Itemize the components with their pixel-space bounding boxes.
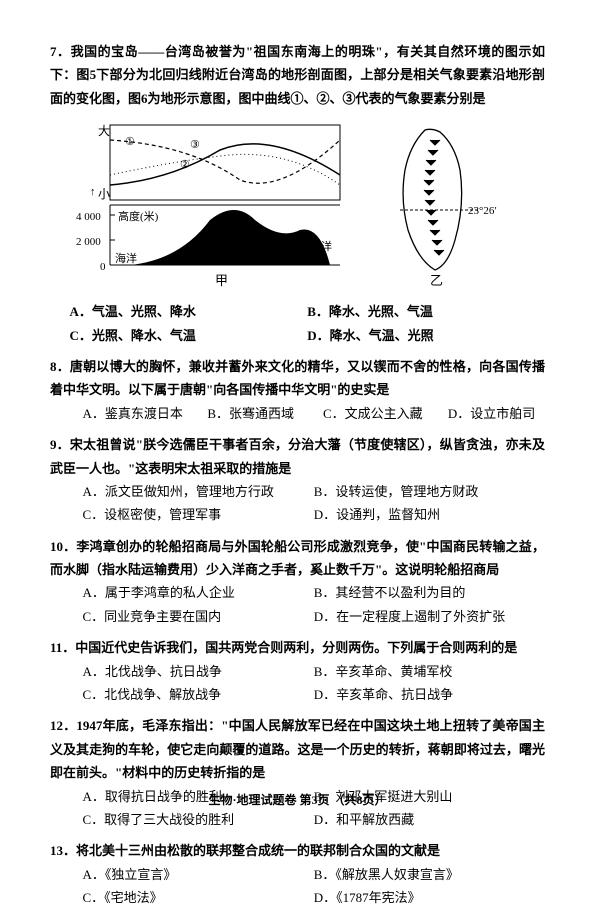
q10-opt-d[interactable]: D．在一定程度上遏制了外资扩张 [314,605,545,628]
q11-text: 中国近代史告诉我们，国共两党合则两利，分则两伤。下列属于合则两利的是 [75,640,517,655]
q7-opt-d[interactable]: D．降水、气温、光照 [307,324,545,347]
q9-opt-c[interactable]: C．设枢密使，管理军事 [83,503,314,526]
svg-text:2 000: 2 000 [76,236,101,248]
svg-text:↑: ↑ [90,186,96,198]
q7-opt-c[interactable]: C．光照、降水、气温 [70,324,308,347]
svg-text:高度(米): 高度(米) [118,209,159,223]
q9-text: 宋太祖曾说"朕今选儒臣干事者百余，分治大藩（节度使辖区），纵皆贪浊，亦未及武臣一… [50,437,545,475]
svg-text:甲: 甲 [215,273,228,288]
figure-row: ① ② ③ 大 ↑ 小 4 000 2 000 0 高度(米) 海洋 海洋 甲 [70,120,545,290]
svg-text:23°26′: 23°26′ [468,205,497,217]
q8-text: 唐朝以博大的胸怀，兼收并蓄外来文化的精华，又以锲而不舍的性格，向各国传播着中华文… [50,359,545,397]
q13-num: 13． [50,843,76,858]
q7-opt-a[interactable]: A．气温、光照、降水 [70,300,308,323]
q9-opt-d[interactable]: D．设通判，监督知州 [314,503,545,526]
svg-text:乙: 乙 [430,273,443,288]
svg-text:小: 小 [98,187,110,201]
q13-opt-b[interactable]: B．《解放黑人奴隶宣言》 [314,863,545,886]
q13-opt-d[interactable]: D．《1787年宪法》 [314,886,545,909]
q10-opt-c[interactable]: C．同业竞争主要在国内 [83,605,314,628]
q7-num: 7． [50,44,71,59]
q10-text: 李鸿章创办的轮船招商局与外国轮船公司形成激烈竞争，使"中国商民转输之益，而水脚（… [50,539,545,577]
svg-text:4 000: 4 000 [76,211,101,223]
q8-num: 8． [50,359,70,374]
q11-num: 11． [50,640,75,655]
q13-opt-c[interactable]: C．《宅地法》 [83,886,314,909]
page-footer: 生物·地理试题卷 第3页 （共8页） [0,790,595,812]
q11-opt-d[interactable]: D．辛亥革命、抗日战争 [314,683,545,706]
q8-opt-d[interactable]: D．设立市舶司 [448,402,545,425]
svg-text:海洋: 海洋 [310,239,332,253]
q12-text: 1947年底，毛泽东指出："中国人民解放军已经在中国这块土地上扭转了美帝国主义及… [50,718,545,780]
svg-text:②: ② [180,159,190,171]
q13-opt-a[interactable]: A．《独立宣言》 [83,863,314,886]
q11-opt-a[interactable]: A．北伐战争、抗日战争 [83,660,314,683]
q7-opt-b[interactable]: B．降水、光照、气温 [307,300,545,323]
q9-opt-a[interactable]: A．派文臣做知州，管理地方行政 [83,480,314,503]
q8-opt-a[interactable]: A．鉴真东渡日本 [83,402,208,425]
svg-text:海洋: 海洋 [115,251,137,265]
q9-num: 9． [50,437,70,452]
q10-opt-a[interactable]: A．属于李鸿章的私人企业 [83,581,314,604]
svg-text:①: ① [125,136,135,148]
q8-opt-b[interactable]: B．张骞通西域 [207,402,323,425]
q10-num: 10． [50,539,76,554]
map-yi: 23°26′ 乙 [370,120,510,290]
q8-opt-c[interactable]: C．文成公主入藏 [323,402,448,425]
q9-opt-b[interactable]: B．设转运使，管理地方财政 [314,480,545,503]
q11-opt-c[interactable]: C．北伐战争、解放战争 [83,683,314,706]
svg-text:0: 0 [100,261,106,273]
q12-num: 12． [50,718,76,733]
q7-text: 我国的宝岛——台湾岛被誉为"祖国东南海上的明珠"，有关其自然环境的图示如下：图5… [50,44,545,106]
q13-text: 将北美十三州由松散的联邦整合成统一的联邦制合众国的文献是 [76,843,440,858]
chart-jia: ① ② ③ 大 ↑ 小 4 000 2 000 0 高度(米) 海洋 海洋 甲 [70,120,350,290]
q10-opt-b[interactable]: B．其经营不以盈利为目的 [314,581,545,604]
svg-text:③: ③ [190,139,200,151]
svg-text:大: 大 [98,124,110,138]
q11-opt-b[interactable]: B．辛亥革命、黄埔军校 [314,660,545,683]
